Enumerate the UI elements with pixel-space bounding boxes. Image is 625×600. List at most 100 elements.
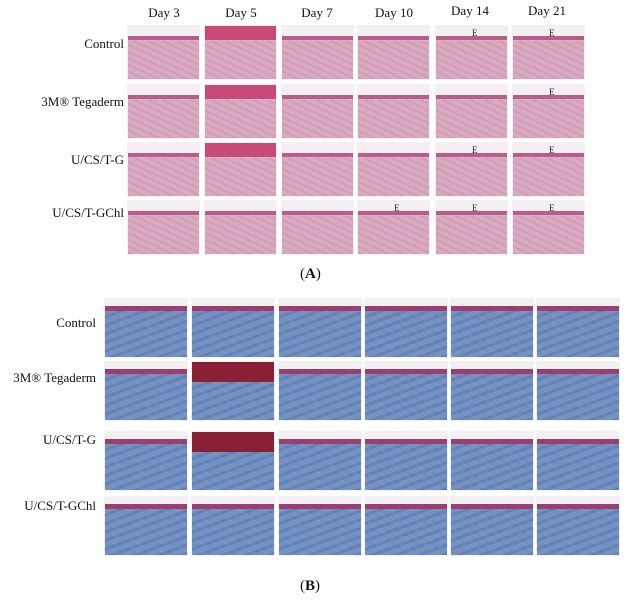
tissue-layer-epi bbox=[537, 438, 619, 445]
tissue-layer-top bbox=[105, 299, 187, 308]
tissue-layer-top bbox=[105, 497, 187, 506]
tissue-layer-top bbox=[279, 362, 361, 371]
tissue-layer-top bbox=[128, 143, 199, 154]
row-label-control: Control bbox=[84, 36, 124, 51]
tissue-layer-top bbox=[282, 201, 353, 212]
tissue-layer-epi bbox=[192, 305, 274, 312]
tissue-layer-top bbox=[537, 299, 619, 308]
tissue-layer-derm bbox=[436, 99, 507, 138]
epidermis-marker: E bbox=[549, 28, 555, 38]
tissue-layer-top bbox=[358, 201, 429, 212]
he-micrograph-r2-c3 bbox=[281, 84, 354, 139]
tissue-layer-epi bbox=[451, 438, 533, 445]
tissue-layer-derm bbox=[105, 443, 187, 490]
tissue-layer-top bbox=[279, 432, 361, 441]
tissue-layer-epi bbox=[358, 210, 429, 215]
trichrome-micrograph-r2-c1 bbox=[104, 361, 188, 421]
column-header-day7: Day 7 bbox=[301, 5, 333, 20]
epidermis-marker: E bbox=[472, 28, 478, 38]
tissue-layer-top bbox=[365, 299, 447, 308]
tissue-layer-derm bbox=[537, 373, 619, 420]
tissue-layer-epi bbox=[537, 503, 619, 510]
tissue-layer-top bbox=[436, 85, 507, 96]
tissue-layer-top bbox=[436, 201, 507, 212]
he-micrograph-r3-c2 bbox=[204, 142, 277, 197]
tissue-layer-epi bbox=[513, 210, 584, 215]
panel-a: Day 3 Day 5 Day 7 Day 10 Day 14 Day 21 C… bbox=[0, 0, 625, 290]
tissue-layer-epi bbox=[105, 368, 187, 375]
tissue-layer-top bbox=[279, 299, 361, 308]
trichrome-micrograph-r1-c3 bbox=[278, 298, 362, 358]
trichrome-micrograph-r2-c4 bbox=[364, 361, 448, 421]
panel-a-label-open: ( bbox=[300, 266, 305, 282]
tissue-layer-epi bbox=[128, 35, 199, 40]
trichrome-micrograph-r4-c6 bbox=[536, 496, 620, 556]
he-micrograph-r4-c6: E bbox=[512, 200, 585, 255]
tissue-layer-epi bbox=[282, 152, 353, 157]
tissue-layer-top bbox=[436, 143, 507, 154]
tissue-layer-top bbox=[282, 26, 353, 37]
trichrome-micrograph-r4-c4 bbox=[364, 496, 448, 556]
tissue-layer-derm bbox=[451, 508, 533, 555]
tissue-layer-derm bbox=[128, 215, 199, 254]
he-micrograph-r4-c4: E bbox=[357, 200, 430, 255]
tissue-layer-top bbox=[513, 26, 584, 37]
he-micrograph-r4-c1 bbox=[127, 200, 200, 255]
tissue-layer-derm bbox=[451, 443, 533, 490]
row-label-ucstgchl-b: U/CS/T-GChl bbox=[24, 498, 96, 513]
tissue-layer-derm bbox=[358, 215, 429, 254]
tissue-layer-derm bbox=[282, 215, 353, 254]
tissue-layer-derm bbox=[105, 310, 187, 357]
tissue-layer-top bbox=[451, 432, 533, 441]
he-micrograph-r1-c5: E bbox=[435, 25, 508, 80]
tissue-layer-derm bbox=[513, 215, 584, 254]
tissue-layer-derm bbox=[282, 157, 353, 196]
tissue-layer-derm bbox=[451, 373, 533, 420]
tissue-layer-derm bbox=[537, 310, 619, 357]
he-micrograph-r3-c6: E bbox=[512, 142, 585, 197]
panel-b-label: (B) bbox=[300, 578, 320, 595]
tissue-layer-top bbox=[128, 26, 199, 37]
row-label-ucstgchl: U/CS/T-GChl bbox=[52, 205, 124, 220]
tissue-layer-epi bbox=[513, 152, 584, 157]
scab-layer bbox=[205, 26, 276, 40]
tissue-layer-top bbox=[192, 497, 274, 506]
tissue-layer-derm bbox=[436, 157, 507, 196]
tissue-layer-top bbox=[192, 299, 274, 308]
tissue-layer-epi bbox=[537, 368, 619, 375]
he-micrograph-r3-c5: E bbox=[435, 142, 508, 197]
tissue-layer-epi bbox=[105, 503, 187, 510]
trichrome-micrograph-r2-c5 bbox=[450, 361, 534, 421]
tissue-layer-epi bbox=[279, 503, 361, 510]
panel-b-label-close: ) bbox=[315, 578, 321, 594]
tissue-layer-derm bbox=[451, 310, 533, 357]
he-micrograph-r1-c4 bbox=[357, 25, 430, 80]
trichrome-micrograph-r2-c3 bbox=[278, 361, 362, 421]
tissue-layer-top bbox=[282, 143, 353, 154]
trichrome-micrograph-r4-c2 bbox=[191, 496, 275, 556]
he-micrograph-r3-c4 bbox=[357, 142, 430, 197]
tissue-layer-derm bbox=[513, 157, 584, 196]
trichrome-micrograph-r3-c1 bbox=[104, 431, 188, 491]
tissue-layer-epi bbox=[513, 35, 584, 40]
panel-a-label-letter: A bbox=[305, 266, 316, 282]
tissue-layer-epi bbox=[279, 305, 361, 312]
trichrome-micrograph-r1-c5 bbox=[450, 298, 534, 358]
he-micrograph-r4-c3 bbox=[281, 200, 354, 255]
he-micrograph-r2-c6: E bbox=[512, 84, 585, 139]
tissue-layer-epi bbox=[436, 35, 507, 40]
tissue-layer-derm bbox=[128, 157, 199, 196]
tissue-layer-epi bbox=[451, 503, 533, 510]
trichrome-micrograph-r2-c2 bbox=[191, 361, 275, 421]
tissue-layer-derm bbox=[513, 40, 584, 79]
tissue-layer-top bbox=[513, 143, 584, 154]
tissue-layer-epi bbox=[451, 368, 533, 375]
epidermis-marker: E bbox=[549, 145, 555, 155]
scab-layer bbox=[205, 85, 276, 99]
trichrome-micrograph-r2-c6 bbox=[536, 361, 620, 421]
he-micrograph-r1-c1 bbox=[127, 25, 200, 80]
tissue-layer-top bbox=[358, 85, 429, 96]
tissue-layer-epi bbox=[128, 152, 199, 157]
tissue-layer-top bbox=[513, 85, 584, 96]
tissue-layer-epi bbox=[358, 35, 429, 40]
